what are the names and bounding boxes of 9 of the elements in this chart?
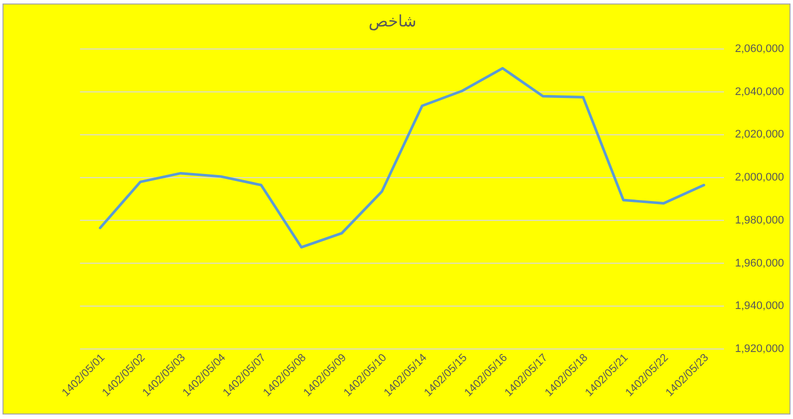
y-tick-label: 1,960,000 — [735, 257, 784, 270]
y-tick-label: 2,040,000 — [735, 86, 784, 98]
y-tick-label: 1,940,000 — [735, 300, 784, 312]
chart-title: شاخص — [368, 14, 416, 30]
y-tick-label: 2,060,000 — [735, 43, 784, 55]
y-tick-label: 1,980,000 — [735, 214, 784, 226]
y-tick-label: 2,020,000 — [735, 128, 784, 141]
y-tick-label: 2,000,000 — [735, 172, 784, 184]
y-tick-label: 1,920,000 — [735, 343, 784, 355]
